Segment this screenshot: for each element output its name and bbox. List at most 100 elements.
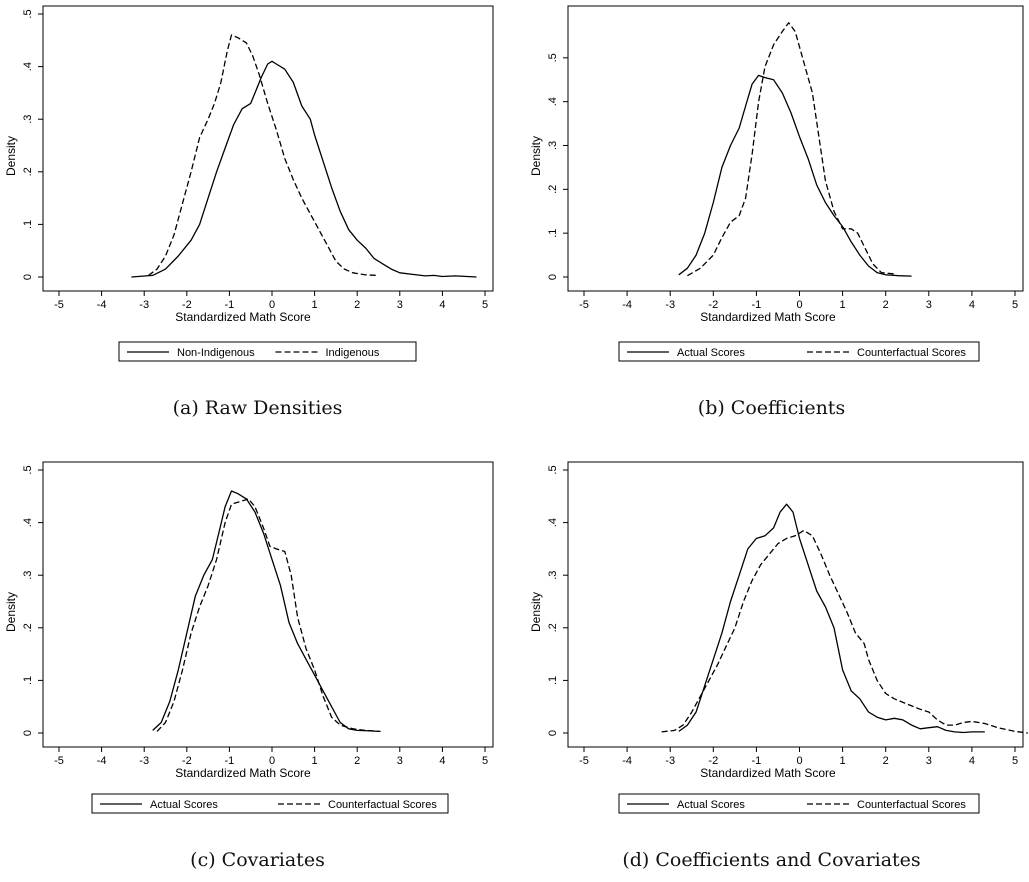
chart-panel-c: -5 -4 -3 -2 -1 0 1 2 3 4 5 0 .1 .2 .3 .4 .5 Standardized … — [4, 461, 494, 814]
legend-label-1: Actual Scores — [677, 347, 745, 359]
y-tick-label: .3 — [22, 571, 34, 580]
legend-box — [618, 793, 980, 814]
y-axis-title: Density — [529, 592, 543, 632]
x-tick-label: 2 — [883, 299, 889, 311]
y-tick-label: .4 — [547, 518, 559, 527]
x-tick-label: -5 — [579, 299, 589, 311]
y-tick-label: .5 — [547, 53, 559, 62]
x-tick-label: -3 — [665, 755, 675, 767]
y-tick-label: .4 — [22, 62, 34, 71]
series-line-1 — [678, 74, 912, 277]
legend: Actual Scores Counterfactual Scores — [91, 793, 449, 814]
x-axis-title: Standardized Math Score — [175, 766, 311, 780]
y-tick-label: .5 — [22, 465, 34, 474]
x-tick-label: -3 — [139, 755, 149, 767]
x-tick-label: -4 — [97, 755, 107, 767]
series-line-1 — [152, 490, 379, 733]
x-tick-label: 3 — [926, 299, 932, 311]
x-tick-label: -1 — [752, 299, 762, 311]
caption-a: (a) Raw Densities — [172, 397, 343, 419]
legend: Actual Scores Counterfactual Scores — [618, 341, 980, 362]
plot-frame — [42, 461, 494, 748]
x-tick-label: -5 — [54, 299, 64, 311]
x-tick-label: 2 — [883, 755, 889, 767]
series-line-2 — [156, 498, 381, 733]
x-tick-label: 1 — [312, 299, 318, 311]
y-tick-label: .3 — [547, 141, 559, 150]
x-tick-label: 1 — [840, 299, 846, 311]
y-tick-label: .2 — [22, 167, 34, 176]
x-tick-label: 2 — [354, 299, 360, 311]
chart-panel-a: -5 -4 -3 -2 -1 0 1 2 3 4 5 0 .1 .2 .3 .4 .5 Standardized … — [4, 5, 494, 362]
x-tick-label: -2 — [182, 299, 192, 311]
y-axis-title: Density — [4, 592, 18, 632]
x-axis-title: Standardized Math Score — [700, 766, 836, 780]
legend: Non-Indigenous Indigenous — [118, 341, 417, 362]
y-tick-label: .3 — [22, 115, 34, 124]
x-tick-label: 3 — [926, 755, 932, 767]
x-tick-label: 5 — [482, 755, 488, 767]
x-tick-label: -1 — [225, 755, 235, 767]
x-tick-label: -3 — [665, 299, 675, 311]
legend: Actual Scores Counterfactual Scores — [618, 793, 980, 814]
legend-box — [618, 341, 980, 362]
legend-box — [118, 341, 417, 362]
caption-d: (d) Coefficients and Covariates — [622, 849, 921, 871]
x-tick-label: -2 — [182, 755, 192, 767]
chart-panel-b: -5 -4 -3 -2 -1 0 1 2 3 4 5 0 .1 .2 .3 .4 .5 Standardized … — [529, 5, 1024, 362]
x-tick-label: -1 — [225, 299, 235, 311]
legend-box — [91, 793, 449, 814]
x-tick-label: 0 — [269, 299, 275, 311]
legend-label-2: Counterfactual Scores — [857, 799, 966, 811]
plot-frame — [567, 461, 1024, 748]
legend-label-2: Counterfactual Scores — [857, 347, 966, 359]
x-tick-label: 4 — [969, 755, 975, 767]
y-tick-label: .5 — [22, 9, 34, 18]
y-tick-label: .1 — [547, 676, 559, 685]
x-tick-label: -5 — [54, 755, 64, 767]
x-tick-label: 2 — [354, 755, 360, 767]
y-tick-label: 0 — [22, 730, 34, 736]
x-tick-label: 5 — [1012, 755, 1018, 767]
y-tick-label: .2 — [22, 623, 34, 632]
x-tick-label: -2 — [708, 299, 718, 311]
x-axis-title: Standardized Math Score — [175, 310, 311, 324]
y-tick-label: 0 — [22, 274, 34, 280]
x-tick-label: 5 — [482, 299, 488, 311]
x-tick-label: 0 — [796, 299, 802, 311]
y-tick-label: .1 — [22, 220, 34, 229]
y-tick-label: .4 — [22, 518, 34, 527]
x-tick-label: -3 — [139, 299, 149, 311]
x-tick-label: -4 — [622, 299, 632, 311]
y-tick-label: .2 — [547, 185, 559, 194]
chart-panel-d: -5 -4 -3 -2 -1 0 1 2 3 4 5 0 .1 .2 .3 .4 .5 Standardized … — [529, 461, 1028, 814]
x-tick-label: 4 — [439, 299, 445, 311]
y-tick-label: .4 — [547, 97, 559, 106]
x-tick-label: -4 — [622, 755, 632, 767]
x-tick-label: -5 — [579, 755, 589, 767]
y-axis-title: Density — [4, 136, 18, 176]
y-tick-label: .2 — [547, 623, 559, 632]
y-tick-label: .1 — [22, 676, 34, 685]
x-tick-label: 4 — [439, 755, 445, 767]
caption-c: (c) Covariates — [190, 849, 325, 871]
y-tick-label: 0 — [547, 730, 559, 736]
series-line-2 — [661, 529, 1028, 734]
y-tick-label: .3 — [547, 571, 559, 580]
legend-label-2: Counterfactual Scores — [328, 799, 437, 811]
plot-frame — [567, 5, 1024, 292]
x-tick-label: -2 — [708, 755, 718, 767]
y-axis-title: Density — [529, 136, 543, 176]
x-tick-label: 1 — [840, 755, 846, 767]
x-tick-label: -4 — [97, 299, 107, 311]
x-tick-label: -1 — [752, 755, 762, 767]
series-line-1 — [131, 60, 477, 278]
x-axis-title: Standardized Math Score — [700, 310, 836, 324]
legend-label-1: Non-Indigenous — [177, 347, 255, 359]
x-tick-label: 1 — [312, 755, 318, 767]
legend-label-1: Actual Scores — [150, 799, 218, 811]
series-line-2 — [148, 34, 379, 277]
x-tick-label: 4 — [969, 299, 975, 311]
